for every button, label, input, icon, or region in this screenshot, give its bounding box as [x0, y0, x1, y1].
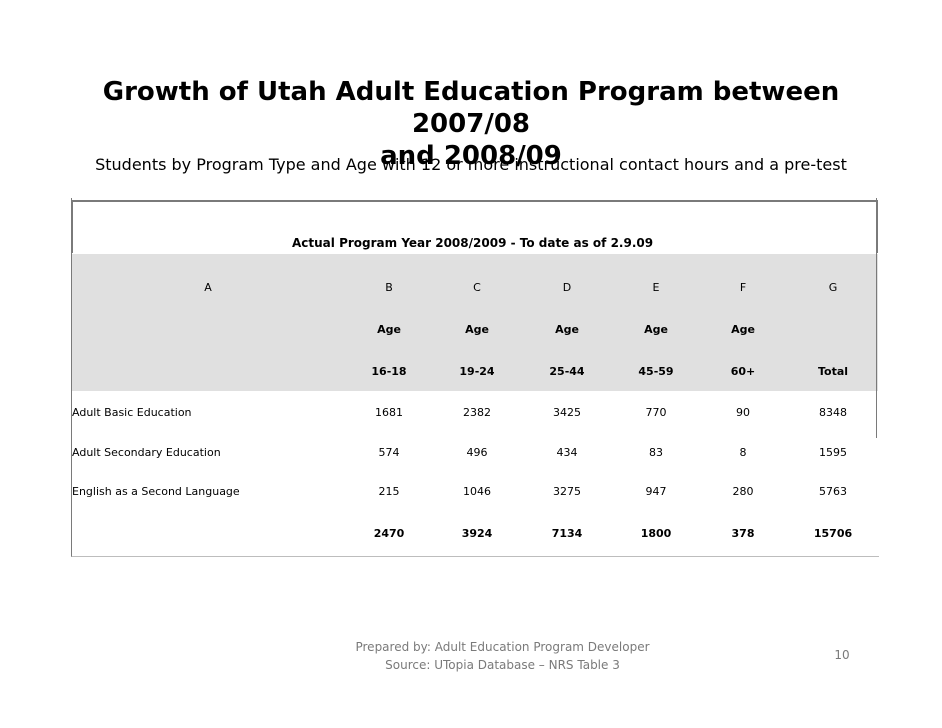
total-cell: 378	[731, 527, 755, 540]
table-cell: 1595	[819, 446, 847, 459]
age-range: 60+	[730, 365, 756, 378]
table-cell: 280	[732, 485, 754, 498]
table-cell: 574	[378, 446, 400, 459]
slide-title: Growth of Utah Adult Education Program b…	[40, 76, 902, 172]
table-cell: 1046	[463, 485, 491, 498]
age-range: 25-44	[549, 365, 585, 378]
program-type: English as a Second Language	[72, 485, 240, 498]
page-number: 10	[834, 648, 850, 662]
table-cell: 3275	[553, 485, 581, 498]
totals-row: 2470 3924 7134 1800 378 15706	[72, 524, 878, 544]
table-header-box	[71, 200, 878, 253]
age-range-row: 16-18 19-24 25-44 45-59 60+ Total	[72, 362, 878, 382]
total-cell: 1800	[640, 527, 672, 540]
table-cell: 83	[649, 446, 663, 459]
column-letter-row: A B C D E F G	[72, 278, 878, 298]
table-cell: 770	[645, 406, 667, 419]
table-cell: 496	[466, 446, 488, 459]
table-cell: 3425	[553, 406, 581, 419]
column-letter: F	[739, 281, 747, 294]
column-letter: C	[473, 281, 481, 294]
column-letter: A	[204, 281, 212, 294]
table-cell: 8	[739, 446, 747, 459]
table-cell: 1681	[375, 406, 403, 419]
age-row: Age Age Age Age Age	[72, 320, 878, 340]
footer-source: Source: UTopia Database – NRS Table 3	[385, 658, 620, 672]
slide-title-line-1: Growth of Utah Adult Education Program b…	[102, 77, 840, 139]
total-cell: 7134	[551, 527, 583, 540]
header-shading	[72, 254, 878, 391]
table-header: Actual Program Year 2008/2009 - To date …	[292, 236, 654, 250]
program-type: Adult Secondary Education	[72, 446, 221, 459]
table-cell: 5763	[819, 485, 847, 498]
column-letter: B	[385, 281, 393, 294]
total-cell: 3924	[461, 527, 493, 540]
age-label: Age	[465, 323, 489, 336]
age-range: 19-24	[459, 365, 495, 378]
column-letter: D	[562, 281, 572, 294]
age-label: Age	[644, 323, 668, 336]
age-label: Age	[377, 323, 401, 336]
slide-subtitle: Students by Program Type and Age with 12…	[95, 155, 847, 174]
age-label: Age	[731, 323, 755, 336]
total-header: Total	[817, 365, 849, 378]
column-letter: E	[652, 281, 660, 294]
total-cell: 2470	[373, 527, 405, 540]
table-cell: 2382	[463, 406, 491, 419]
slide-title-line-2: and 2008/09	[380, 141, 562, 171]
table-cell: 90	[736, 406, 750, 419]
age-label: Age	[555, 323, 579, 336]
table-right-border	[876, 198, 877, 438]
footer-prepared-by: Prepared by: Adult Education Program Dev…	[355, 640, 650, 654]
table-row: Adult Basic Education 1681 2382 3425 770…	[72, 403, 878, 423]
data-table	[71, 198, 879, 557]
table-row: English as a Second Language 215 1046 32…	[72, 482, 878, 502]
program-type: Adult Basic Education	[72, 406, 192, 419]
column-letter: G	[828, 281, 838, 294]
age-range: 45-59	[638, 365, 674, 378]
age-range: 16-18	[371, 365, 407, 378]
table-cell: 434	[556, 446, 578, 459]
table-cell: 8348	[819, 406, 847, 419]
table-row: Adult Secondary Education 574 496 434 83…	[72, 443, 878, 463]
table-cell: 215	[378, 485, 400, 498]
table-cell: 947	[645, 485, 667, 498]
grand-total-cell: 15706	[813, 527, 853, 540]
footer-credits: Prepared by: Adult Education Program Dev…	[350, 638, 655, 674]
